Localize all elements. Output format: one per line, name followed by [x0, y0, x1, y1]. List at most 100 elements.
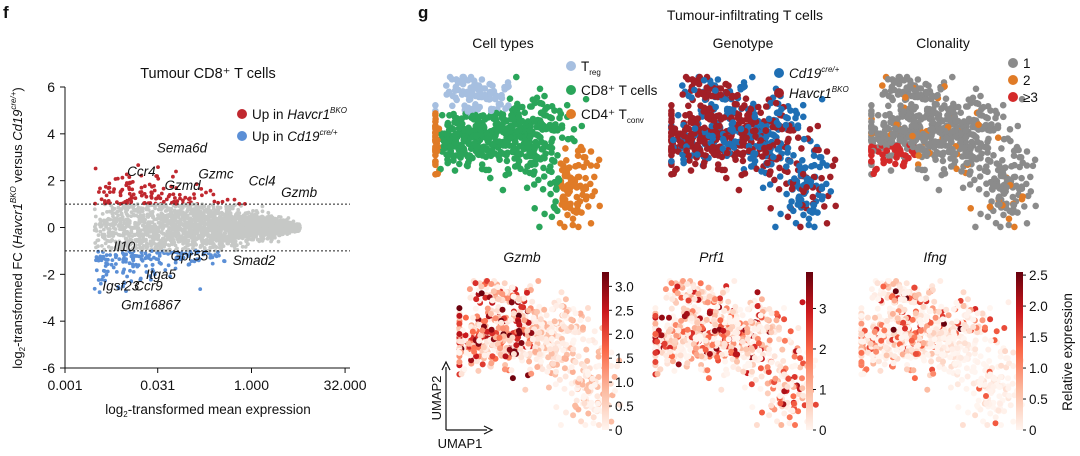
scatter-point [156, 176, 161, 181]
umap-cell [1029, 162, 1037, 170]
scatter-point [110, 258, 115, 262]
umap-cell [900, 159, 908, 166]
umap-cell [749, 73, 756, 81]
gene-label: Il10 [113, 239, 135, 254]
umap-cell [591, 173, 598, 181]
umap-cell [794, 134, 802, 141]
scatter-point [103, 184, 108, 189]
scatter-point [120, 175, 125, 180]
gene-label: Ccr9 [134, 279, 163, 294]
scatter-point [236, 207, 241, 212]
scatter-point [184, 216, 188, 221]
legend-label-clone-2: 2 [1023, 73, 1031, 88]
umap-cell [568, 390, 575, 397]
gene-label: Gzmb [281, 185, 317, 200]
scatter-point [251, 236, 256, 241]
umap-cell [535, 176, 542, 184]
umap-cell [800, 211, 807, 219]
scatter-point [177, 204, 181, 209]
scatter-point [200, 215, 205, 220]
umap-cell [815, 146, 822, 154]
umap-cell [791, 175, 798, 182]
umap-cell [738, 104, 746, 112]
umap-cell [958, 168, 965, 175]
scatter-point [163, 223, 168, 228]
umap-cell [546, 121, 554, 129]
umap-cell [487, 107, 495, 115]
scatter-point [192, 234, 197, 238]
scatter-point [102, 219, 107, 224]
umap-cell [992, 114, 999, 122]
scatter-point [279, 231, 284, 236]
scatter-point [154, 196, 158, 201]
scatter-point [127, 234, 131, 238]
umap-cell [1032, 202, 1039, 210]
scatter-point [161, 186, 166, 191]
scatter-point [165, 231, 169, 236]
scatter-point [93, 241, 98, 245]
umap-cell [827, 173, 834, 181]
scatter-point [244, 225, 249, 230]
umap-cell [714, 76, 722, 83]
umap-cell [710, 117, 718, 124]
umap-cell [776, 164, 783, 172]
scatter-point [116, 205, 121, 210]
scatter-point [278, 222, 283, 227]
scatter-point [231, 220, 235, 225]
scatter-point [204, 238, 209, 242]
scatter-point [270, 237, 274, 242]
scatter-point [267, 216, 271, 221]
scatter-point [191, 213, 196, 218]
umap-cell [1009, 193, 1017, 201]
scatter-point [92, 207, 97, 212]
scatter-point [134, 207, 139, 212]
umap-cell [575, 161, 582, 169]
umap-cell [529, 115, 537, 123]
scatter-point [117, 222, 122, 227]
umap-cell [749, 127, 757, 135]
scatter-point [147, 234, 152, 239]
scatter-point [269, 221, 273, 226]
scatter-point [119, 211, 124, 216]
scatter-point [139, 190, 144, 194]
umap-cell [513, 73, 520, 81]
scatter-point [94, 245, 98, 250]
scatter-point [233, 203, 237, 207]
umap-cell [528, 159, 535, 167]
umap-cell [987, 107, 994, 114]
umap-cell [595, 156, 603, 164]
legend-clonality: 1 2 ≥3 [1008, 56, 1038, 105]
umap-cell [919, 135, 927, 143]
umap-cell [1005, 221, 1013, 229]
umap-cell [810, 201, 817, 209]
x-tick-label: 32.000 [324, 377, 367, 393]
legend-marker-clone-1 [1008, 58, 1018, 68]
umap-cell [577, 317, 584, 324]
umap-cell [674, 111, 682, 119]
umap-cell [731, 100, 739, 108]
umap-cell [515, 157, 523, 165]
scatter-point [176, 239, 181, 244]
scatter-point [258, 230, 263, 234]
scatter-point [152, 241, 157, 246]
umap-cell [472, 92, 479, 100]
scatter-point [188, 196, 192, 201]
scatter-point [263, 232, 267, 237]
scatter-point [136, 163, 141, 168]
umap-cell [999, 170, 1007, 178]
umap-cell [894, 115, 902, 122]
scatter-point [98, 217, 102, 222]
umap-cell [734, 114, 742, 122]
umap-cell [564, 135, 572, 143]
scatter-point [159, 191, 164, 196]
umap-cell [798, 145, 805, 152]
scatter-point [200, 206, 205, 210]
umap-cell [921, 96, 929, 103]
umap-cell [972, 85, 980, 93]
scatter-point [184, 235, 188, 239]
umap-cell [501, 86, 509, 93]
umap-cell [465, 152, 473, 159]
scatter-point [178, 251, 183, 256]
scatter-point [100, 212, 105, 216]
